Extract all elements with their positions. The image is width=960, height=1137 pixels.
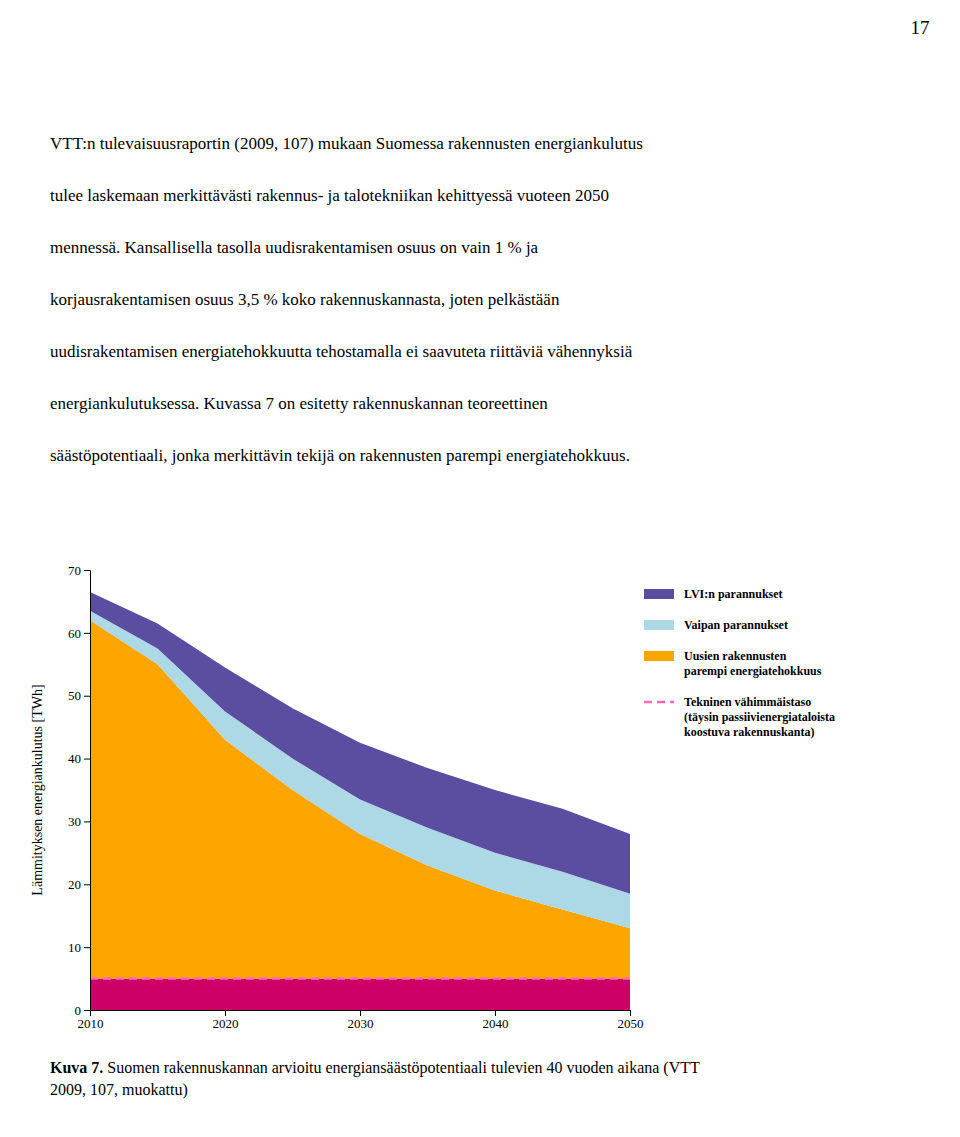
tick-mark bbox=[84, 759, 90, 760]
caption-line: Kuva 7. Suomen rakennuskannan arvioitu e… bbox=[50, 1059, 700, 1077]
tick-mark bbox=[84, 696, 90, 697]
tick-mark bbox=[84, 821, 90, 822]
page: 17 VTT:n tulevaisuusraportin (2009, 107) … bbox=[0, 0, 960, 1137]
legend-swatch bbox=[644, 651, 674, 661]
caption-bold: Kuva 7. bbox=[50, 1059, 103, 1076]
tick-mark bbox=[84, 633, 90, 634]
tick: 30 bbox=[68, 814, 90, 829]
tick-mark bbox=[84, 947, 90, 948]
tick-mark bbox=[495, 1010, 496, 1016]
axis-line bbox=[84, 571, 91, 1011]
legend-item: Uusien rakennustenparempi energiatehokku… bbox=[644, 649, 822, 678]
caption-line: 2009, 107, muokattu) bbox=[50, 1081, 188, 1099]
page-number: 17 bbox=[911, 17, 930, 38]
paragraph-line: tulee laskemaan merkittävästi rakennus- … bbox=[50, 186, 609, 205]
tick: 20 bbox=[68, 877, 90, 892]
tick-mark bbox=[84, 1010, 90, 1011]
legend-swatch bbox=[644, 589, 674, 599]
paragraph-line: mennessä. Kansallisella tasolla uudisrak… bbox=[50, 238, 539, 257]
legend-item: Vaipan parannukset bbox=[644, 618, 788, 632]
area-layer bbox=[90, 592, 630, 894]
paragraph-line: säästöpotentiaali, jonka merkittävin tek… bbox=[50, 446, 630, 465]
caption: Kuva 7. Suomen rakennuskannan arvioitu e… bbox=[50, 1059, 700, 1099]
tick-label: 30 bbox=[68, 814, 81, 829]
tick-label: 70 bbox=[68, 563, 81, 578]
chart: 20102020203020402050010203040506070Lämmi… bbox=[30, 563, 835, 1032]
tick-label: 10 bbox=[68, 940, 81, 955]
legend-item: Tekninen vähimmäistaso(täysin passiivien… bbox=[644, 695, 835, 739]
paragraph-line: VTT:n tulevaisuusraportin (2009, 107) mu… bbox=[50, 134, 643, 153]
tick: 50 bbox=[68, 688, 90, 703]
tick: 0 bbox=[75, 1003, 91, 1018]
legend-label-line: (täysin passiivienergiataloista bbox=[684, 710, 835, 724]
line-series bbox=[90, 977, 630, 980]
tick: 2050 bbox=[618, 1010, 644, 1031]
legend-label: LVI:n parannukset bbox=[684, 587, 783, 601]
legend-label-line: parempi energiatehokkuus bbox=[684, 664, 822, 678]
legend-swatch bbox=[644, 620, 674, 630]
tick: 60 bbox=[68, 626, 90, 641]
tick-label: 2010 bbox=[78, 1016, 104, 1031]
area-layer bbox=[90, 979, 630, 1010]
legend: LVI:n parannukset Vaipan parannukset Uusie… bbox=[644, 587, 835, 739]
caption-normal: Suomen rakennuskannan arvioitu energians… bbox=[103, 1059, 700, 1077]
tick-label: 40 bbox=[68, 751, 81, 766]
y-axis-title: Lämmityksen energiankulutus [TWh] bbox=[30, 684, 45, 895]
tick-label: 50 bbox=[68, 688, 81, 703]
plot-area bbox=[90, 592, 630, 1010]
tick-label: 2050 bbox=[618, 1016, 644, 1031]
legend-label: Tekninen vähimmäistaso(täysin passiivien… bbox=[684, 695, 835, 739]
tick: 2030 bbox=[348, 1010, 374, 1031]
legend-label-line: LVI:n parannukset bbox=[684, 587, 783, 601]
body-paragraph: VTT:n tulevaisuusraportin (2009, 107) mu… bbox=[50, 134, 643, 465]
legend-swatch bbox=[644, 701, 674, 704]
legend-label: Vaipan parannukset bbox=[684, 618, 788, 632]
legend-label-line: Vaipan parannukset bbox=[684, 618, 788, 632]
tick-label: 2020 bbox=[213, 1016, 239, 1031]
tick-mark bbox=[84, 570, 90, 571]
axis-line bbox=[91, 1011, 631, 1017]
paragraph-line: uudisrakentamisen energiatehokkuutta teh… bbox=[50, 342, 633, 361]
x-axis: 2010 2020 2030 2040 2050 bbox=[78, 1010, 644, 1031]
tick-label: 0 bbox=[75, 1003, 82, 1018]
tick-label: 20 bbox=[68, 877, 81, 892]
tick: 2020 bbox=[213, 1010, 239, 1031]
tick-mark bbox=[225, 1010, 226, 1016]
tick: 2010 bbox=[78, 1010, 104, 1031]
tick-label: 2030 bbox=[348, 1016, 374, 1031]
paragraph-line: korjausrakentamisen osuus 3,5 % koko rak… bbox=[50, 290, 560, 309]
tick-label: 2040 bbox=[483, 1016, 509, 1031]
tick: 40 bbox=[68, 751, 90, 766]
legend-item: LVI:n parannukset bbox=[644, 587, 783, 601]
tick: 10 bbox=[68, 940, 90, 955]
tick: 2040 bbox=[483, 1010, 509, 1031]
paragraph-line: energiankulutuksessa. Kuvassa 7 on esite… bbox=[50, 394, 548, 413]
legend-label-line: koostuva rakennuskanta) bbox=[684, 725, 814, 739]
legend-label-line: Uusien rakennusten bbox=[684, 649, 787, 663]
tick-label: 60 bbox=[68, 626, 81, 641]
tick: 70 bbox=[68, 563, 90, 578]
y-axis: 0 10 20 30 40 50 60 70 bbox=[68, 563, 91, 1018]
tick-mark bbox=[360, 1010, 361, 1016]
legend-label-line: Tekninen vähimmäistaso bbox=[684, 695, 811, 709]
tick-mark bbox=[84, 884, 90, 885]
legend-label: Uusien rakennustenparempi energiatehokku… bbox=[684, 649, 822, 678]
tick-mark bbox=[630, 1010, 631, 1016]
